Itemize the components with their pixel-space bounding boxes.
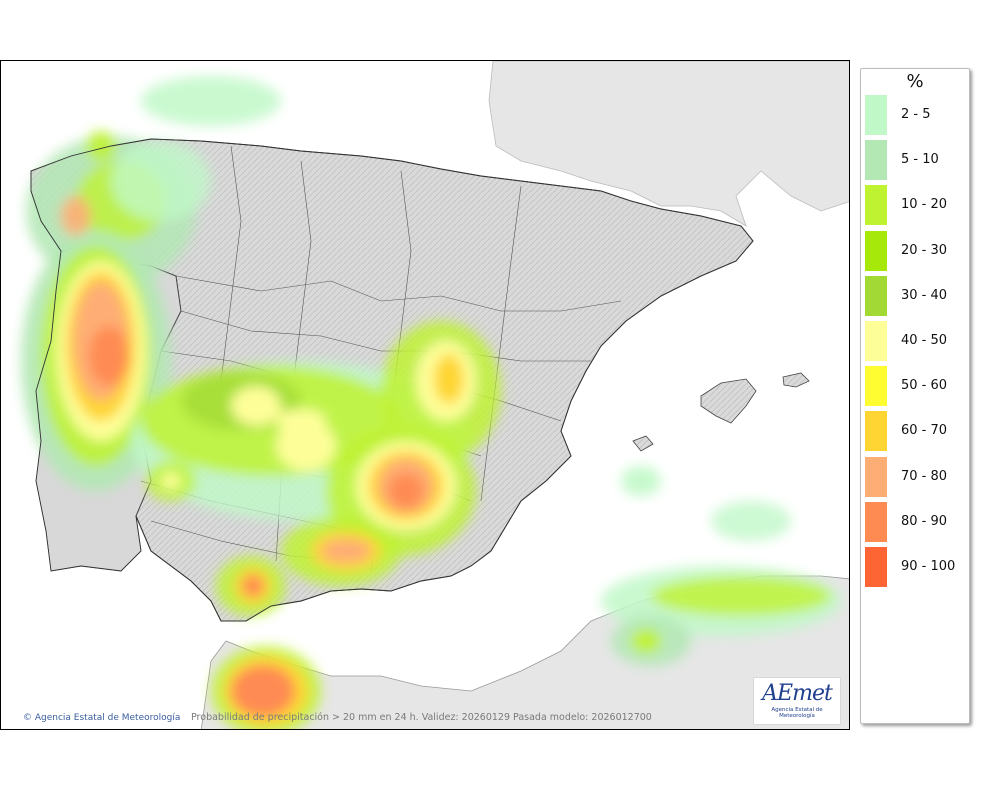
probability-fields (21, 76, 841, 729)
legend-label: 50 - 60 (901, 378, 948, 394)
mallorca-island (700, 378, 757, 424)
legend-row: 70 - 80 (865, 456, 969, 497)
legend-swatch (865, 140, 887, 181)
legend-row: 10 - 20 (865, 185, 969, 226)
legend-row: 20 - 30 (865, 230, 969, 271)
legend-row: 30 - 40 (865, 275, 969, 316)
map-caption: Probabilidad de precipitación > 20 mm en… (191, 712, 652, 723)
legend-row: 60 - 70 (865, 411, 969, 452)
legend-row: 90 - 100 (865, 547, 969, 587)
legend-label: 20 - 30 (901, 242, 948, 258)
logo-sub-text: Agencia Estatal de Meteorología (771, 707, 823, 719)
legend-label: 2 - 5 (901, 107, 931, 122)
legend-row: 2 - 5 (865, 95, 969, 135)
map-canvas (1, 61, 849, 729)
precipitation-probability-map: © Agencia Estatal de Meteorología Probab… (0, 60, 850, 730)
legend-title: % (906, 71, 924, 92)
legend-label: 10 - 20 (901, 197, 948, 213)
legend-row: 40 - 50 (865, 321, 969, 361)
legend-row: 80 - 90 (865, 501, 969, 542)
legend-swatch (865, 547, 887, 587)
legend-row: 5 - 10 (865, 140, 969, 181)
copyright-icon: © (23, 713, 32, 723)
logo-main-text: AEmet (762, 681, 833, 706)
legend-label: 5 - 10 (901, 152, 939, 168)
legend-label: 80 - 90 (901, 513, 948, 529)
legend-swatch (865, 366, 887, 407)
aemet-logo: AEmet Agencia Estatal de Meteorología (753, 677, 841, 725)
legend-swatch (865, 185, 887, 226)
legend-label: 40 - 50 (901, 333, 948, 348)
legend-label: 60 - 70 (901, 423, 948, 439)
france-land (488, 61, 849, 227)
credit-label: Agencia Estatal de Meteorología (34, 713, 181, 723)
legend-swatch (865, 275, 887, 316)
coastline-outline (30, 138, 754, 622)
legend-row: 50 - 60 (865, 366, 969, 407)
legend-swatch (865, 411, 887, 452)
legend-label: 70 - 80 (901, 468, 948, 484)
credit-text[interactable]: © Agencia Estatal de Meteorología (23, 713, 180, 723)
legend-label: 30 - 40 (901, 287, 948, 303)
legend-swatch (865, 95, 887, 135)
menorca-island (782, 372, 810, 388)
ibiza-island (632, 435, 654, 452)
probability-legend: % 2 - 5 5 - 10 10 - 20 20 - 30 30 - 40 40 - 5… (860, 68, 970, 724)
legend-label: 90 - 100 (901, 559, 956, 574)
legend-swatch (865, 456, 887, 497)
legend-swatch (865, 230, 887, 271)
legend-swatch (865, 501, 887, 542)
legend-swatch (865, 321, 887, 361)
